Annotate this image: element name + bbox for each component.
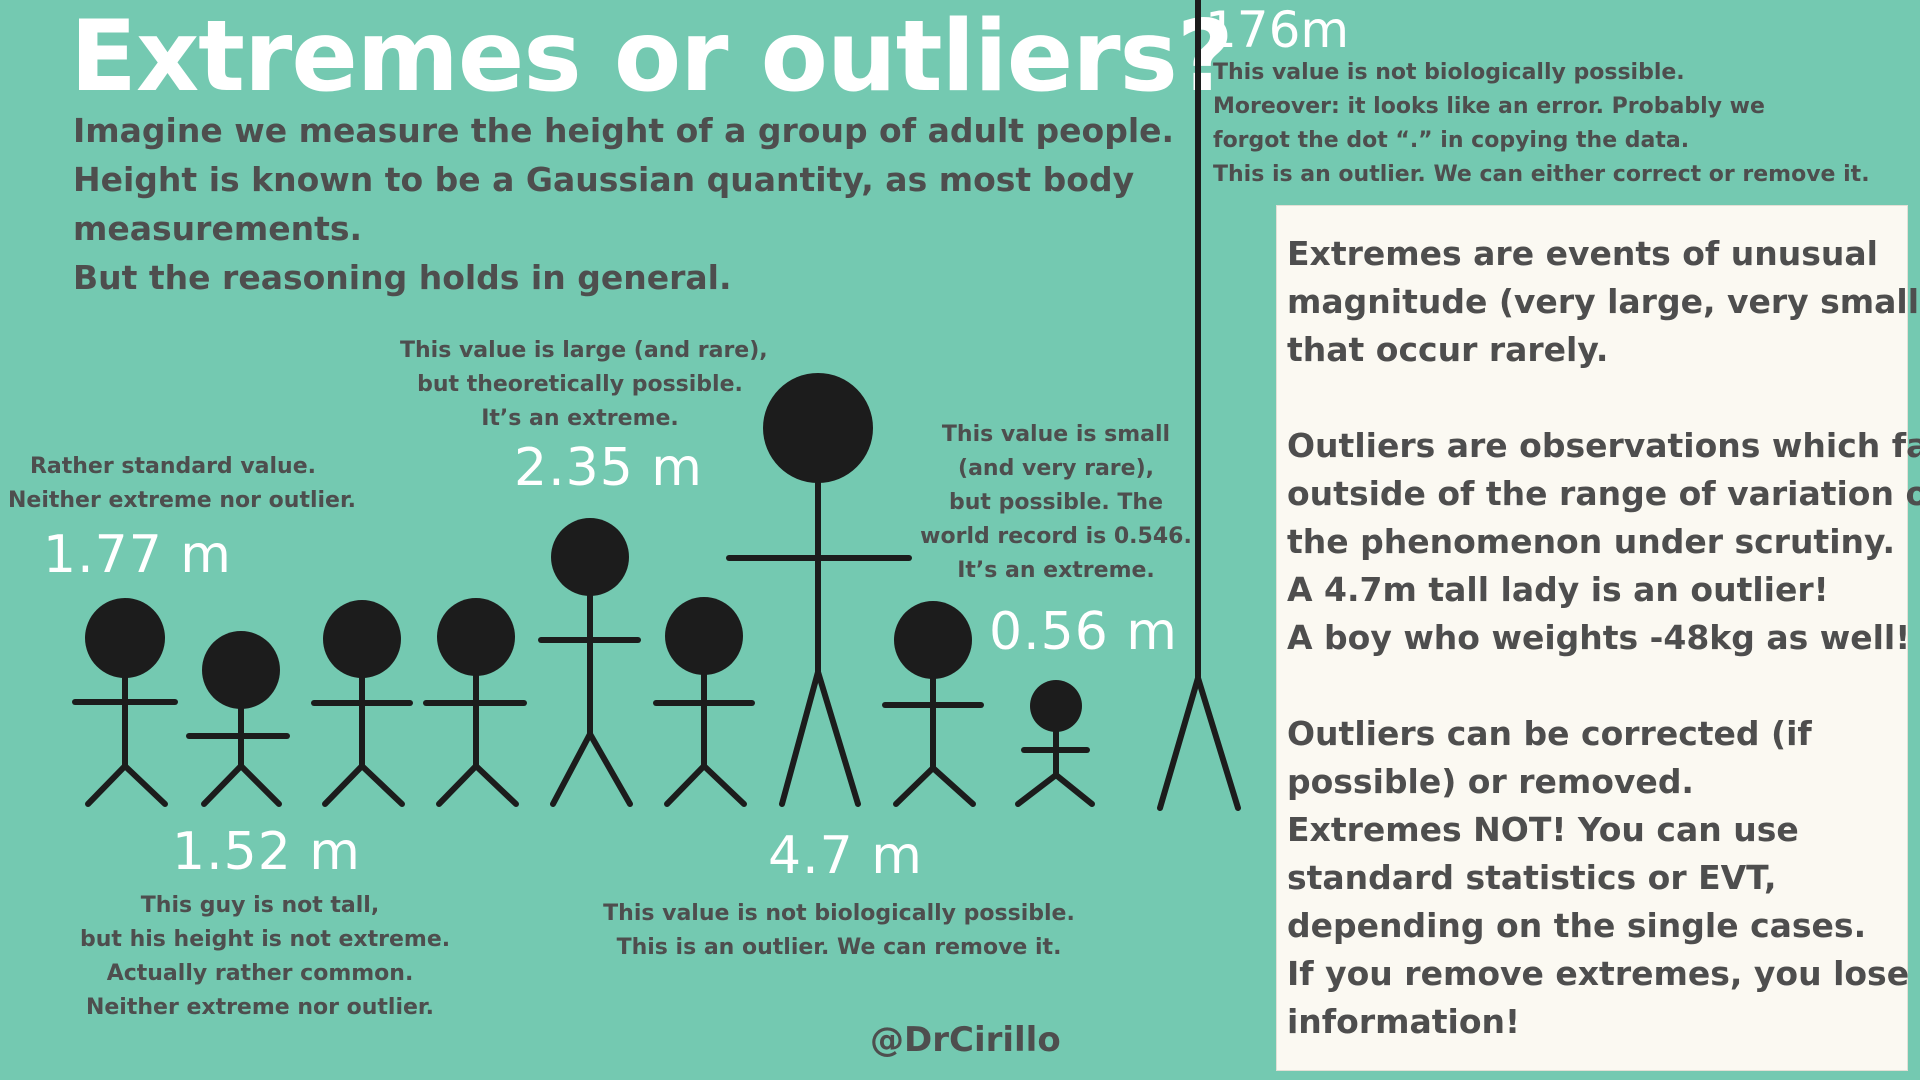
box-line: possible) or removed. [1287,762,1694,801]
annotation-line: but theoretically possible. [417,372,743,397]
annotation-line: This value is not biologically possible. [1213,60,1685,85]
annotation-line: Neither extreme nor outlier. [85,995,435,1020]
box-line: Outliers can be corrected (if [1287,714,1812,753]
box-line: Extremes are events of unusual [1287,234,1878,273]
stick-figure-huge [1157,0,1241,811]
stick-figure [311,600,413,807]
value-small: 0.56 m [989,602,1178,662]
annotation-line: It’s an extreme. [957,558,1155,583]
annotation-line: This value is large (and rare), [400,338,768,363]
box-line: A 4.7m tall lady is an outlier! [1287,570,1829,609]
annotation-line: Moreover: it looks like an error. Probab… [1213,94,1765,119]
box-line: magnitude (very large, very small) [1287,282,1920,321]
value-tall: 2.35 m [514,438,703,498]
annotation-line: Neither extreme nor outlier. [8,488,357,513]
stick-figure [423,598,527,807]
stick-figure-standard [72,598,178,807]
stick-figure-small [1015,680,1095,807]
stick-figure [882,601,984,807]
intro-text: Imagine we measure the height of a group… [73,106,1175,302]
page-title: Extremes or outliers? [70,0,1234,114]
annotation-line: world record is 0.546. [920,524,1192,549]
stick-figure-tall [538,518,641,807]
box-line: A boy who weights -48kg as well! [1287,618,1911,657]
value-huge: 176m [1205,1,1350,59]
annotation-small: This value is small (and very rare), but… [916,418,1196,588]
annotation-line: It’s an extreme. [481,406,679,431]
annotation-standard: Rather standard value. Neither extreme n… [8,450,357,518]
annotation-line: This value is small [941,422,1171,447]
author-handle: @DrCirillo [870,1020,1061,1060]
annotation-line: This is an outlier. We can remove it. [616,935,1062,960]
box-line: Extremes NOT! You can use [1287,810,1799,849]
intro-line: Height is known to be a Gaussian quantit… [73,160,1135,199]
box-line: standard statistics or EVT, [1287,858,1777,897]
annotation-short: This guy is not tall, but his height is … [80,889,451,1025]
annotation-line: but his height is not extreme. [80,927,451,952]
value-standard: 1.77 m [43,525,232,585]
stick-figure-giant [726,373,912,807]
annotation-huge: This value is not biologically possible.… [1213,56,1870,192]
annotation-line: Actually rather common. [106,961,414,986]
box-line: depending on the single cases. [1287,906,1867,945]
definition-box: Extremes are events of unusual magnitude… [1276,205,1920,1071]
annotation-line: forgot the dot “.” in copying the data. [1213,128,1690,153]
annotation-line: (and very rare), [958,456,1154,481]
box-line: that occur rarely. [1287,330,1609,369]
intro-line: Imagine we measure the height of a group… [73,111,1175,150]
box-line: Outliers are observations which fall [1287,426,1920,465]
value-short: 1.52 m [172,822,361,882]
intro-line: But the reasoning holds in general. [73,258,732,297]
box-line [1287,662,1897,710]
box-line: information! [1287,1002,1521,1041]
box-line [1287,374,1897,422]
annotation-line: Rather standard value. [29,454,317,479]
box-line: If you remove extremes, you lose [1287,954,1910,993]
stick-figure-short [186,631,290,807]
box-line: outside of the range of variation of [1287,474,1920,513]
annotation-line: This value is not biologically possible. [603,901,1075,926]
value-giant: 4.7 m [768,826,923,886]
box-line: the phenomenon under scrutiny. [1287,522,1896,561]
annotation-line: This is an outlier. We can either correc… [1213,162,1870,187]
annotation-giant: This value is not biologically possible.… [599,897,1079,965]
annotation-tall: This value is large (and rare), but theo… [400,334,768,436]
annotation-line: but possible. The [949,490,1163,515]
annotation-line: This guy is not tall, [140,893,380,918]
intro-line: measurements. [73,209,363,248]
stick-figure [653,597,755,807]
